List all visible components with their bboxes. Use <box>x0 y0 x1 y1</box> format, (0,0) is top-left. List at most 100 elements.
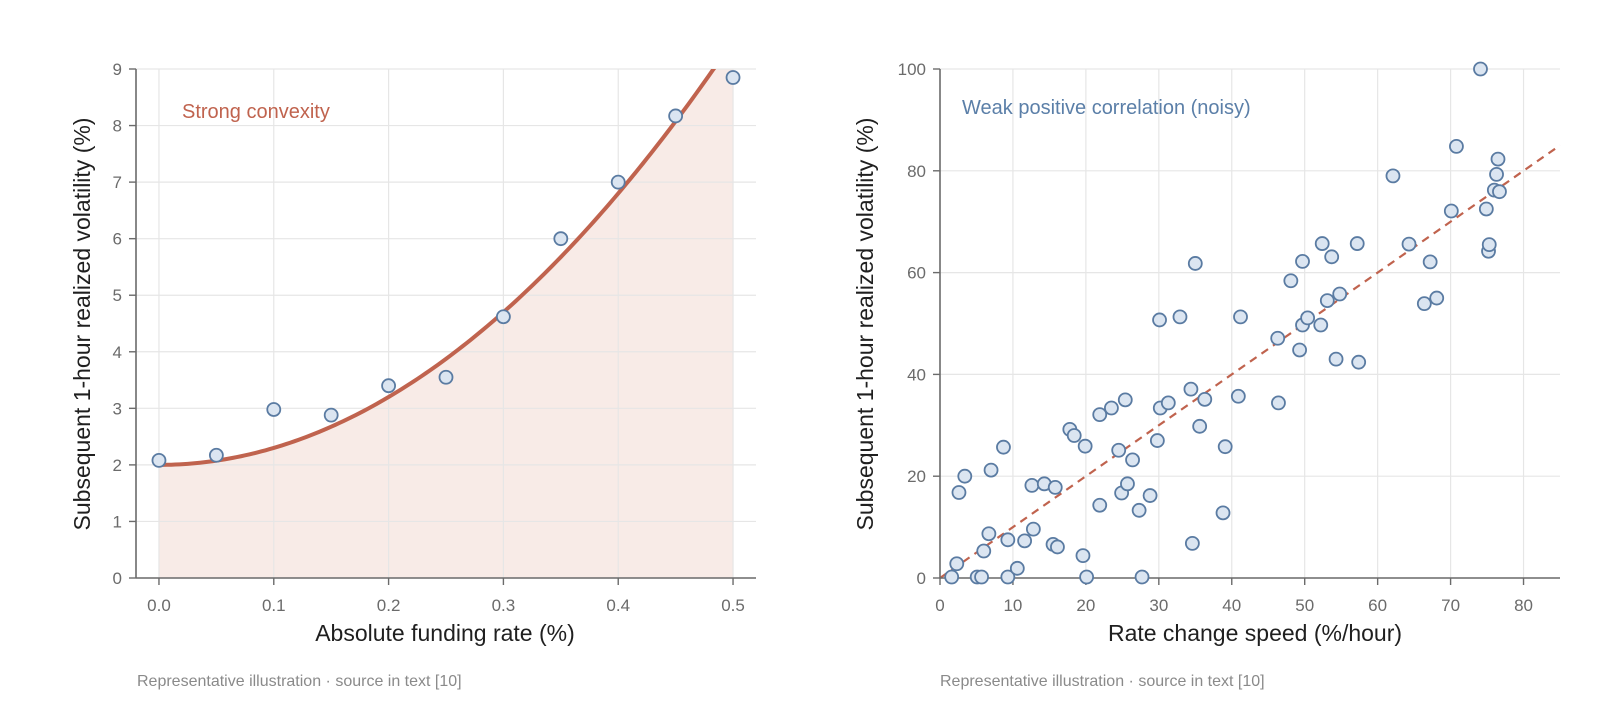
data-point <box>1077 438 1093 454</box>
data-point <box>1489 166 1504 182</box>
area-under-curve <box>158 69 734 578</box>
x-tick-label: 70 <box>1441 596 1460 615</box>
y-axis-title: Subsequent 1-hour realized volatility (%… <box>852 118 878 531</box>
data-point <box>1183 381 1199 397</box>
x-tick-label: 0.2 <box>377 596 401 615</box>
y-tick-label: 80 <box>907 162 926 181</box>
data-point <box>1300 310 1316 326</box>
data-point <box>1104 400 1119 416</box>
data-point <box>1481 237 1497 253</box>
data-point <box>1079 569 1095 585</box>
data-point <box>1351 354 1367 370</box>
data-point <box>1134 569 1150 585</box>
data-point <box>1025 521 1041 537</box>
data-point <box>1233 309 1248 325</box>
data-point <box>1075 548 1091 564</box>
x-axis-title: Rate change speed (%/hour) <box>1108 620 1402 646</box>
data-point <box>1319 293 1335 308</box>
data-point <box>1000 532 1016 548</box>
data-point <box>1422 254 1438 270</box>
data-point <box>1328 351 1344 367</box>
data-point <box>1385 168 1401 184</box>
data-point <box>1050 539 1065 555</box>
data-point <box>1492 184 1507 200</box>
chart-annotation: Strong convexity <box>182 101 330 123</box>
data-point <box>1429 290 1445 306</box>
y-tick-label: 0 <box>917 569 926 588</box>
data-point <box>1217 439 1233 455</box>
y-tick-label: 60 <box>907 264 926 283</box>
convexity-chart: 0.0 0.1 0.2 0.3 0.4 0.5 0 1 2 3 4 5 6 7 8 9 Strong conv… <box>69 60 756 690</box>
data-point <box>1230 388 1246 404</box>
y-tick-label: 100 <box>898 60 926 79</box>
data-point <box>1092 407 1108 423</box>
chart-annotation: Weak positive correlation (noisy) <box>962 97 1251 119</box>
data-point <box>553 231 569 247</box>
data-point <box>1314 236 1330 251</box>
data-point <box>1192 418 1208 434</box>
data-point <box>1313 317 1329 333</box>
fit-curve <box>156 69 717 467</box>
data-point <box>974 569 989 585</box>
data-point <box>668 108 684 124</box>
data-point <box>949 556 965 572</box>
data-point <box>323 407 339 423</box>
data-point <box>1172 309 1188 325</box>
data-point <box>951 485 967 500</box>
x-tick-label: 0.3 <box>492 596 516 615</box>
y-tick-label: 0 <box>113 569 122 588</box>
data-point <box>1066 428 1082 443</box>
data-point <box>1117 392 1133 408</box>
data-point <box>1024 477 1040 493</box>
source-caption: Representative illustration · source in … <box>137 673 462 690</box>
data-point <box>983 462 999 478</box>
x-tick-label: 50 <box>1295 596 1314 615</box>
data-point <box>1295 254 1310 269</box>
data-point <box>1125 452 1140 468</box>
data-point <box>1092 497 1108 513</box>
data-point <box>1152 312 1167 328</box>
rate-speed-chart: 0 10 20 30 40 50 60 70 80 0 20 40 60 80 100 Weak posit… <box>852 60 1561 690</box>
data-point <box>151 452 167 468</box>
data-point <box>1416 296 1432 312</box>
y-tick-label: 3 <box>113 399 122 418</box>
data-point <box>438 369 454 385</box>
data-point <box>1184 535 1200 551</box>
x-tick-label: 30 <box>1149 596 1168 615</box>
data-point <box>1142 488 1158 503</box>
data-point <box>976 543 992 559</box>
data-point <box>1449 138 1464 154</box>
x-tick-label: 0.1 <box>262 596 286 615</box>
data-point <box>1283 273 1299 289</box>
y-tick-label: 6 <box>113 230 122 249</box>
y-tick-label: 4 <box>113 343 122 362</box>
y-axis-title: Subsequent 1-hour realized volatility (%… <box>69 118 95 531</box>
y-tick-label: 20 <box>907 467 926 486</box>
y-tick-label: 40 <box>907 365 926 384</box>
y-tick-label: 7 <box>113 173 122 192</box>
y-tick-label: 9 <box>113 60 122 79</box>
data-point <box>1270 330 1286 346</box>
data-point <box>1292 342 1307 358</box>
x-tick-label: 10 <box>1003 596 1022 615</box>
data-point <box>1332 286 1348 302</box>
data-point <box>496 309 511 325</box>
x-axis-title: Absolute funding rate (%) <box>315 620 575 646</box>
data-point <box>957 468 973 484</box>
data-point <box>944 569 960 585</box>
x-tick-label: 80 <box>1514 596 1533 615</box>
data-point <box>208 447 224 463</box>
x-tick-label: 0.4 <box>606 596 630 615</box>
y-tick-label: 5 <box>113 286 122 305</box>
data-point <box>381 378 396 394</box>
data-point <box>1197 391 1213 407</box>
data-point <box>1009 560 1025 576</box>
data-point <box>1111 442 1127 458</box>
data-point <box>1443 203 1459 219</box>
data-point <box>1149 433 1165 448</box>
data-point <box>610 174 626 190</box>
x-tick-label: 20 <box>1076 596 1095 615</box>
trend-line <box>939 144 1561 579</box>
data-point <box>1324 249 1340 265</box>
